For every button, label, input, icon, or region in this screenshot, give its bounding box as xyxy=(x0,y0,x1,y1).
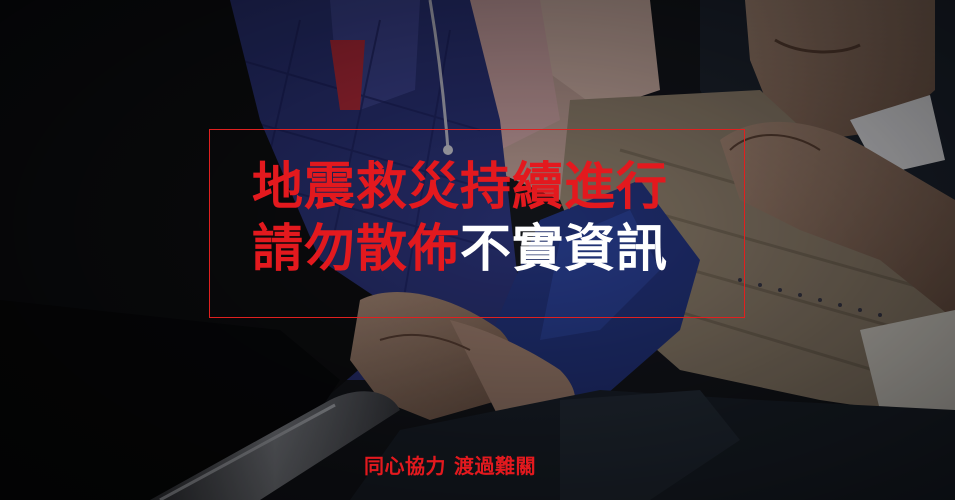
headline-line-2-white: 不實資訊 xyxy=(460,220,669,279)
headline-line-1: 地震救災持續進行 xyxy=(252,158,669,217)
headline: 地震救災持續進行 請勿散佈不實資訊 xyxy=(252,158,722,282)
headline-line-2: 請勿散佈不實資訊 xyxy=(252,220,722,282)
headline-frame xyxy=(209,129,745,318)
headline-line-2-red: 請勿散佈 xyxy=(252,220,461,279)
tagline-part-2: 渡過難關 xyxy=(454,454,536,478)
tagline: 同心協力 渡過難關 xyxy=(364,450,536,479)
tagline-part-1: 同心協力 xyxy=(364,454,446,478)
